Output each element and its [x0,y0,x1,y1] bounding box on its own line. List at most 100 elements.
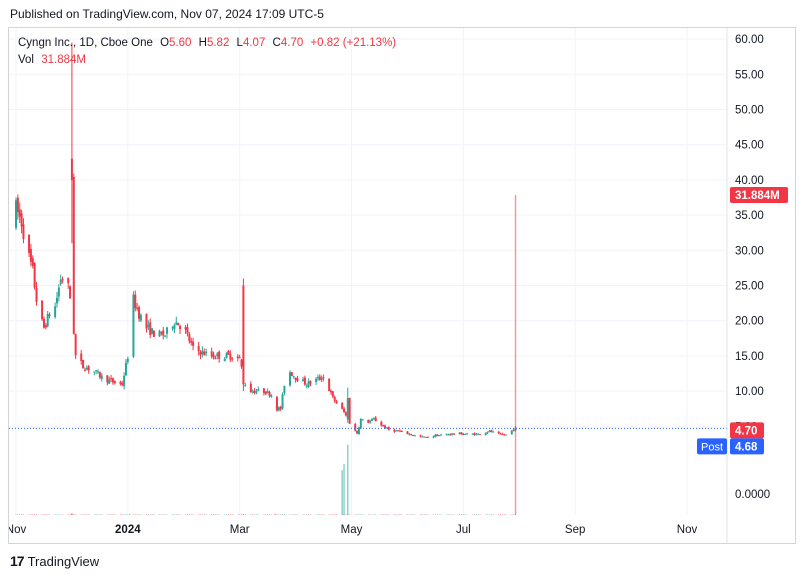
candle-body [139,314,142,321]
candle-body [42,318,45,328]
candle-body [275,396,278,411]
candle-body [80,353,83,362]
volume-bar [45,514,47,515]
candle-body [436,434,439,437]
volume-bar [136,514,138,515]
post-label-bg [697,438,727,455]
candle-body [412,435,415,437]
volume-bar [460,514,462,515]
volume-bar [17,514,19,515]
candle-body [46,313,49,327]
y-tick-label: 55.00 [735,69,764,81]
volume-bar [433,514,435,515]
x-tick-label: Jul [456,524,471,536]
candle-body [397,430,400,432]
volume-bar [270,514,272,515]
candle-body [113,381,116,384]
x-tick-label: Mar [230,524,250,536]
candle-body [162,330,165,336]
volume-bar [244,514,246,515]
volume-bar [119,514,121,515]
volume-bar [231,514,233,515]
candle-body [270,395,273,398]
candle-body [15,200,17,228]
candle-body [309,381,312,384]
volume-bar [475,514,477,515]
candle-body [119,381,122,384]
volume-bar [293,514,295,515]
volume-bar [22,514,24,515]
legend-open-label: O [160,37,170,49]
candle-body [253,390,256,394]
candle-body [439,434,442,436]
volume-bar [446,514,448,515]
candle-body [212,354,215,358]
candle-body [492,431,495,433]
volume-bar [345,514,347,515]
price-chart[interactable]: 65.0060.0055.0050.0045.0040.0035.0030.00… [9,28,795,543]
candle-body [503,434,506,436]
candle-body [69,286,72,299]
volume-bar [200,514,202,515]
post-price-badge: 4.68 [735,441,758,453]
x-tick-label: Sep [565,524,585,536]
candle-body [348,398,351,424]
volume-bar [487,514,489,515]
x-tick-label: 2024 [115,524,141,536]
candle-body [100,375,103,380]
volume-bar [462,514,464,515]
volume-bar [401,514,403,515]
volume-bar [151,514,153,515]
candle-body [160,332,163,334]
candle-body [158,330,161,337]
candle-body [108,379,111,384]
legend-high-value: 5.82 [206,37,230,49]
volume-bar [211,514,213,515]
candle-body [152,330,155,337]
volume-bar [99,514,101,515]
volume-bar [414,514,416,515]
volume-bar [21,514,23,515]
volume-bar [267,514,269,515]
candle-body [164,335,167,337]
volume-bar [47,514,49,515]
volume-bar [447,514,449,515]
candle-body [505,434,508,436]
candle-body [110,378,113,380]
volume-badge: 31.884M [735,190,780,202]
candle-body [499,433,502,435]
x-tick-label: Nov [677,524,698,536]
candle-body [134,294,137,309]
candle-body [434,434,437,437]
legend-low-value: 4.07 [242,37,266,49]
candle-body [16,197,19,213]
candle-body [473,433,476,435]
volume-bar [75,514,77,515]
candle-body [307,381,310,387]
candle-body [335,400,338,404]
volume-bar [490,514,492,515]
candle-body [380,421,383,426]
volume-bar [159,514,161,515]
candle-body [344,412,347,416]
candles [15,42,517,439]
candle-body [331,391,334,397]
volume-bar [198,514,200,515]
volume-bar [380,514,382,515]
legend-volume-value: 31.884M [41,54,86,66]
candle-body [210,351,213,357]
last-price-badge: 4.70 [735,425,757,437]
candle-body [346,398,349,420]
volume-badge-bg [730,187,788,203]
x-tick-label: Nov [9,524,26,536]
candle-body [242,285,245,385]
volume-bar [434,514,436,515]
volume-bar [237,514,239,515]
candle-body [432,436,435,438]
candle-body [106,375,109,383]
volume-bar [36,514,38,515]
candle-body [471,433,474,435]
volume-bar [427,514,429,515]
volume-bar [164,514,166,515]
candle-body [302,379,305,382]
